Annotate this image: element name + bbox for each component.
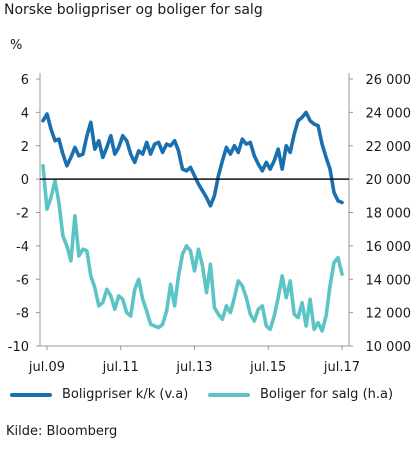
right-tick-label: 18 000 — [366, 207, 412, 222]
left-tick-label: 0 — [21, 173, 29, 188]
left-tick-label: -4 — [16, 240, 29, 255]
series-line-boliger-for-salg — [41, 164, 344, 333]
right-tick-label: 22 000 — [366, 140, 412, 155]
right-tick-label: 12 000 — [366, 307, 412, 322]
legend-label-boliger-for-salg: Boliger for salg (h.a) — [260, 387, 394, 402]
x-tick-label: jul.09 — [28, 360, 65, 375]
source-note: Kilde: Bloomberg — [6, 424, 118, 439]
x-tick-label: jul.13 — [175, 360, 212, 375]
right-tick-label: 14 000 — [366, 273, 412, 288]
legend-swatch-boligpriser — [10, 392, 52, 397]
left-tick-label: -10 — [8, 340, 29, 355]
left-tick-label: -6 — [16, 273, 29, 288]
chart-legend: Boligpriser k/k (v.a) Boliger for salg (… — [0, 387, 414, 409]
left-tick-label: 4 — [21, 106, 29, 121]
left-tick-label: -2 — [16, 207, 29, 222]
x-tick-label: jul.15 — [249, 360, 286, 375]
left-tick-label: 2 — [21, 140, 29, 155]
right-tick-label: 26 000 — [366, 73, 412, 88]
legend-swatch-boliger-for-salg — [208, 392, 250, 397]
legend-label-boligpriser: Boligpriser k/k (v.a) — [62, 387, 189, 402]
left-axis-unit: % — [10, 38, 23, 53]
legend-item-boligpriser: Boligpriser k/k (v.a) — [10, 387, 188, 402]
right-tick-label: 16 000 — [366, 240, 412, 255]
line-chart: 6 4 2 0 -2 -4 -6 -8 -10 26 000 24 000 22 000 20 000 1… — [8, 73, 412, 375]
left-tick-label: -8 — [16, 307, 29, 322]
chart-title: Norske boligpriser og boliger for salg — [4, 2, 263, 18]
right-tick-label: 10 000 — [366, 340, 412, 355]
right-tick-label: 24 000 — [366, 106, 412, 121]
x-tick-label: jul.11 — [102, 360, 139, 375]
x-tick-label: jul.17 — [323, 360, 360, 375]
series-line-boligpriser — [41, 110, 344, 208]
legend-item-boliger-for-salg: Boliger for salg (h.a) — [208, 387, 393, 402]
left-tick-label: 6 — [21, 73, 29, 88]
right-tick-label: 20 000 — [366, 173, 412, 188]
